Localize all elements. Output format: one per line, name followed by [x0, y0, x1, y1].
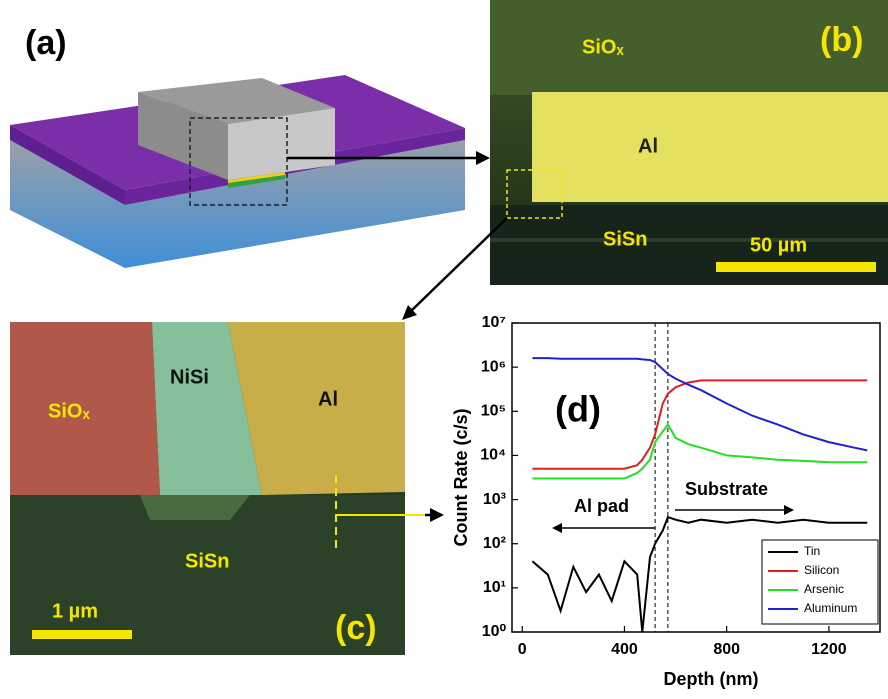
- x-tick-label: 0: [518, 641, 527, 658]
- y-tick-label: 10³: [483, 491, 506, 508]
- material-label: Al: [318, 388, 338, 410]
- x-tick-label: 800: [713, 641, 740, 658]
- arrowhead: [552, 523, 562, 533]
- y-tick-label: 10⁰: [482, 623, 507, 640]
- material-label: SiSn: [603, 228, 647, 250]
- y-tick-label: 10⁷: [482, 314, 506, 331]
- figure: (a) SiOₓ (b) Al SiSn 50 µm SiOₓ NiSi Al …: [0, 0, 888, 694]
- legend-label: Arsenic: [804, 582, 844, 596]
- x-axis-label: Depth (nm): [664, 669, 759, 689]
- panel-label: (b): [820, 21, 863, 59]
- arrowhead: [784, 505, 794, 515]
- panel-label: (c): [335, 609, 377, 647]
- y-tick-label: 10⁶: [481, 358, 506, 375]
- x-tick-label: 400: [611, 641, 638, 658]
- material-label: Al: [638, 135, 658, 157]
- y-tick-label: 10⁴: [480, 447, 506, 464]
- y-axis-label: Count Rate (c/s): [451, 408, 471, 546]
- y-tick-label: 10¹: [483, 579, 506, 596]
- panel-label: (a): [25, 24, 67, 62]
- scale-bar-label: 1 µm: [52, 600, 98, 622]
- chart: 10⁰ 10¹ 10² 10³ 10⁴ 10⁵ 10⁶ 10⁷ 0 400 800 1200 Depth…: [451, 314, 880, 689]
- sem-image: [402, 0, 888, 320]
- legend-label: Aluminum: [804, 601, 857, 615]
- x-tick-label: 1200: [811, 641, 847, 658]
- legend-label: Silicon: [804, 563, 839, 577]
- material-label: SiSn: [185, 550, 229, 572]
- panel-label: (d): [555, 389, 601, 430]
- annotation: Substrate: [685, 479, 768, 499]
- material-label: SiOₓ: [48, 400, 90, 422]
- material-label: NiSi: [170, 366, 209, 388]
- legend-label: Tin: [804, 544, 820, 558]
- y-tick-label: 10²: [483, 535, 506, 552]
- schematic: [10, 75, 490, 268]
- annotation: Al pad: [574, 496, 629, 516]
- scale-bar-label: 50 µm: [750, 234, 807, 256]
- data-line: [532, 425, 867, 479]
- material-label: SiOₓ: [582, 36, 624, 58]
- y-tick-label: 10⁵: [481, 403, 506, 420]
